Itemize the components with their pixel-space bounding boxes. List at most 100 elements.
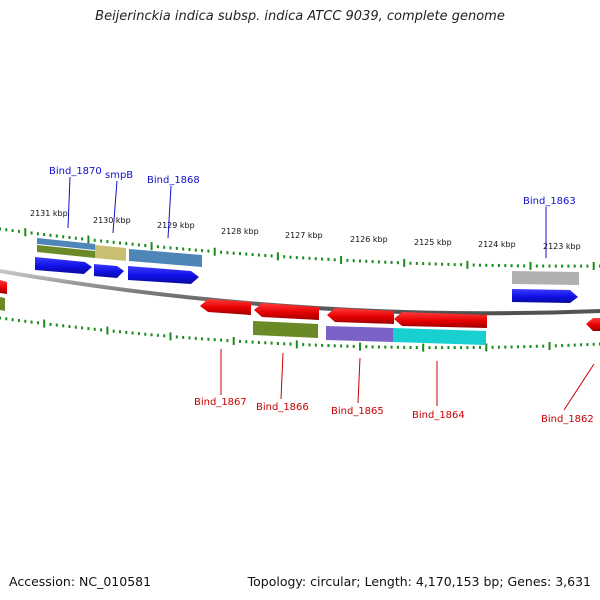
tick-mark [542,344,545,348]
gene-arrow-reverse[interactable] [254,303,319,320]
tick-mark [156,245,159,249]
gene-label[interactable]: Bind_1863 [523,196,576,207]
tick-mark [188,248,191,251]
tick-mark [182,335,185,339]
tick-mark [352,259,355,263]
gene-arrow-reverse[interactable] [394,312,487,328]
kbp-tick-label: 2131 kbp [30,209,68,218]
tick-mark [169,332,172,341]
tick-mark [390,345,393,349]
gene-label[interactable]: Bind_1870 [49,166,102,177]
tick-mark [377,260,380,264]
cog-block [0,297,5,311]
tick-mark [163,245,166,249]
gene-label[interactable]: Bind_1867 [194,397,247,408]
cog-block [37,238,95,250]
tick-mark [497,264,500,267]
tick-mark [232,251,235,255]
tick-mark [321,343,324,347]
tick-mark [36,232,39,236]
tick-mark [175,335,178,339]
cog-blocks-forward [37,238,579,285]
tick-mark [302,343,305,347]
gene-label[interactable]: Bind_1864 [412,410,465,421]
gene-arrow-reverse[interactable] [586,318,600,331]
gene-label[interactable]: Bind_1868 [147,175,200,186]
gene-label[interactable]: Bind_1865 [331,406,384,417]
tick-mark [276,342,279,345]
tick-mark [251,340,254,344]
tick-mark [81,237,84,241]
tick-mark [377,345,380,349]
tick-mark [112,329,115,333]
tick-mark [43,233,46,236]
tick-mark [226,251,229,255]
tick-mark [283,342,286,346]
tick-mark [264,254,267,257]
tick-mark [479,263,481,267]
tick-mark [201,249,204,253]
tick-mark [365,259,368,263]
cog-block [37,245,95,258]
gene-arrow-reverse[interactable] [0,280,7,294]
gene-arrow-forward[interactable] [94,264,124,278]
tick-mark [213,247,216,256]
tick-mark [554,344,557,348]
tick-mark [257,341,260,344]
kbp-tick-label: 2123 kbp [543,242,581,251]
tick-mark [403,258,406,267]
gene-arrow-forward[interactable] [128,266,199,284]
tick-mark [586,343,589,347]
tick-mark [188,336,191,340]
tick-mark [125,242,128,246]
tick-mark [276,252,279,261]
gene-arrow-reverse[interactable] [200,299,251,315]
tick-mark [485,343,488,352]
tick-mark [396,261,399,265]
gene-label[interactable]: Bind_1862 [541,414,594,425]
tick-mark [340,256,343,265]
tick-mark [220,250,223,254]
tick-mark [346,344,349,348]
tick-mark [333,344,336,348]
tick-mark [434,346,437,350]
gene-arrow-forward[interactable] [35,257,92,274]
tick-mark [472,263,475,267]
tick-mark [453,346,456,350]
label-leader [112,180,118,234]
tick-mark [49,322,52,326]
tick-mark [466,346,469,350]
tick-mark [561,264,564,268]
tick-mark [182,247,185,251]
gene-labels-reverse: Bind_1867 Bind_1866 Bind_1865 Bind_1864 … [194,349,595,425]
tick-mark [17,319,20,322]
gene-label[interactable]: smpB [105,170,133,181]
tick-mark [453,263,456,267]
cog-blocks-reverse [0,297,486,345]
kbp-tick-label: 2127 kbp [285,231,323,240]
tick-mark [384,260,387,264]
tick-mark [504,345,507,349]
tick-mark [428,262,431,266]
tick-mark [346,258,349,262]
gene-label[interactable]: Bind_1866 [256,402,309,413]
tick-mark [270,341,273,345]
tick-mark [523,264,526,268]
tick-mark [472,346,475,349]
tick-mark [592,262,595,270]
tick-mark [74,325,77,329]
label-leader [167,185,172,239]
tick-mark [314,343,317,347]
tick-mark [529,345,532,348]
tick-mark [36,321,39,325]
tick-mark [49,233,52,237]
tick-mark [30,320,33,324]
tick-mark [68,325,71,328]
gene-arrow-forward[interactable] [512,289,578,303]
tick-mark [548,342,551,350]
tick-mark [62,235,65,239]
cog-block [326,326,393,342]
gene-arrow-reverse[interactable] [327,308,394,324]
tick-mark [441,262,444,266]
tick-mark [295,256,298,260]
